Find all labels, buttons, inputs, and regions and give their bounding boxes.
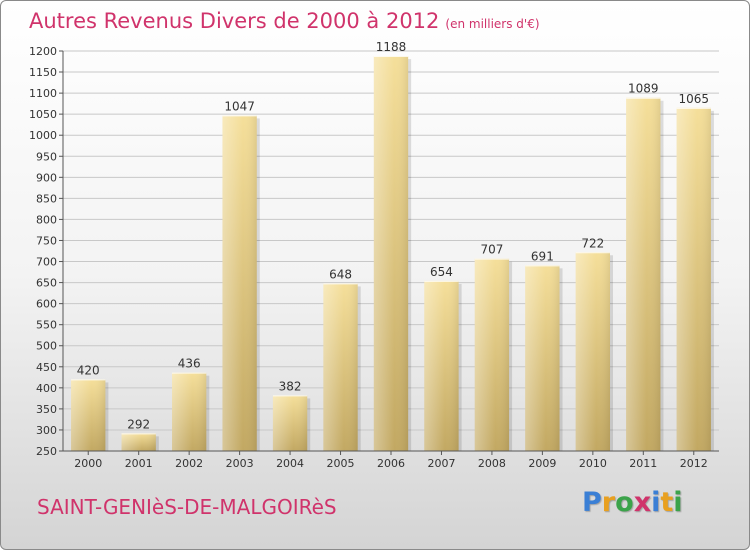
bar-highlight bbox=[676, 107, 711, 451]
bar-highlight bbox=[575, 252, 611, 451]
y-tick-label: 1200 bbox=[29, 45, 57, 58]
data-label: 382 bbox=[279, 379, 302, 393]
y-tick-label: 600 bbox=[36, 298, 57, 311]
x-tick-label: 2008 bbox=[478, 457, 506, 470]
data-label: 707 bbox=[480, 243, 503, 257]
y-tick-label: 350 bbox=[36, 403, 57, 416]
bar-highlight bbox=[323, 283, 358, 451]
bar-highlight bbox=[171, 372, 207, 451]
bar-highlight bbox=[373, 56, 409, 451]
y-tick-label: 550 bbox=[36, 319, 57, 332]
y-tick-label: 850 bbox=[36, 192, 57, 205]
data-label: 1065 bbox=[678, 92, 709, 106]
y-tick-label: 1050 bbox=[29, 108, 57, 121]
bar-highlight bbox=[121, 433, 156, 451]
y-tick-label: 900 bbox=[36, 171, 57, 184]
logo-letter: x bbox=[633, 487, 652, 518]
data-label: 648 bbox=[329, 267, 352, 281]
y-tick-label: 300 bbox=[36, 424, 57, 437]
bar-highlight bbox=[222, 115, 257, 451]
x-tick-label: 2012 bbox=[680, 457, 708, 470]
y-tick-label: 450 bbox=[36, 361, 57, 374]
chart-title-text: Autres Revenus Divers de 2000 à 2012 bbox=[29, 9, 440, 33]
y-tick-label: 700 bbox=[36, 256, 57, 269]
bar-highlight bbox=[71, 379, 106, 451]
y-tick-label: 1100 bbox=[29, 87, 57, 100]
x-tick-label: 2000 bbox=[74, 457, 102, 470]
logo-letter: r bbox=[601, 487, 616, 518]
x-tick-label: 2005 bbox=[327, 457, 355, 470]
y-tick-label: 950 bbox=[36, 150, 57, 163]
y-tick-label: 250 bbox=[36, 445, 57, 458]
logo-letter: P bbox=[582, 487, 602, 518]
x-tick-label: 2002 bbox=[175, 457, 203, 470]
chart-subtitle: (en milliers d'€) bbox=[445, 17, 540, 31]
commune-name: SAINT-GENIèS-DE-MALGOIRèS bbox=[37, 495, 337, 519]
data-label: 722 bbox=[581, 236, 604, 250]
x-tick-label: 2001 bbox=[125, 457, 153, 470]
bar-highlight bbox=[525, 265, 560, 451]
x-tick-label: 2011 bbox=[629, 457, 657, 470]
axes: 250 300 350 400 450 500 550 600 650 700 750 800 850 9… bbox=[29, 45, 719, 470]
bar-highlight bbox=[424, 280, 459, 451]
data-label: 292 bbox=[127, 417, 150, 431]
logo-letter: i bbox=[673, 487, 683, 518]
data-label: 1047 bbox=[224, 99, 255, 113]
bar-highlight bbox=[474, 258, 510, 451]
logo-letter: t bbox=[660, 487, 674, 518]
y-tick-label: 400 bbox=[36, 382, 57, 395]
x-tick-label: 2004 bbox=[276, 457, 304, 470]
y-tick-label: 650 bbox=[36, 277, 57, 290]
y-tick-label: 1000 bbox=[29, 129, 57, 142]
x-tick-label: 2009 bbox=[528, 457, 556, 470]
x-tick-label: 2007 bbox=[427, 457, 455, 470]
bars: 420 292 436 1047 382 648 1188 654 707 691 722 1089 1… bbox=[71, 40, 714, 451]
y-tick-label: 1150 bbox=[29, 66, 57, 79]
chart-title: Autres Revenus Divers de 2000 à 2012 (en … bbox=[29, 9, 540, 33]
x-tick-label: 2010 bbox=[579, 457, 607, 470]
logo-letter: o bbox=[615, 487, 634, 518]
y-tick-label: 750 bbox=[36, 234, 57, 247]
data-label: 1188 bbox=[376, 40, 407, 54]
bar-highlight bbox=[272, 395, 308, 451]
data-label: 1089 bbox=[628, 82, 659, 96]
x-tick-label: 2003 bbox=[226, 457, 254, 470]
data-label: 436 bbox=[178, 357, 201, 371]
data-label: 654 bbox=[430, 265, 453, 279]
data-label: 420 bbox=[77, 363, 100, 377]
y-tick-label: 800 bbox=[36, 213, 57, 226]
bar-highlight bbox=[626, 97, 661, 451]
data-label: 691 bbox=[531, 249, 554, 263]
y-tick-label: 500 bbox=[36, 340, 57, 353]
logo-letter: i bbox=[651, 487, 661, 518]
proxiti-logo: Proxiti bbox=[582, 487, 683, 518]
x-tick-label: 2006 bbox=[377, 457, 405, 470]
